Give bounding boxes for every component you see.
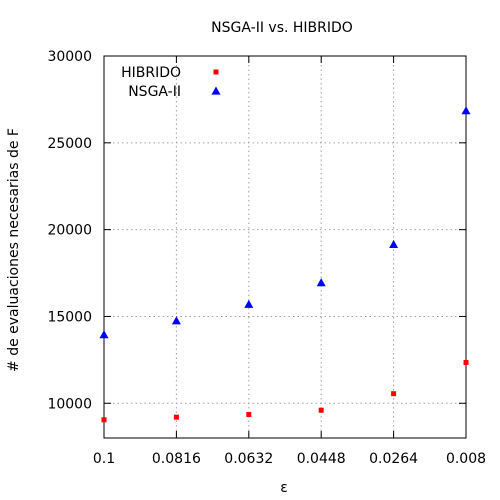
y-tick-label: 25000 — [47, 136, 92, 152]
nsga-ii-point — [244, 299, 254, 308]
point-layer — [99, 106, 471, 423]
hibrido-point — [318, 407, 324, 413]
legend-label-nsga-ii: NSGA-II — [128, 84, 181, 100]
hibrido-point — [173, 414, 179, 420]
x-tick-label: 0.008 — [446, 451, 486, 467]
legend-label-hibrido: HIBRIDO — [121, 65, 181, 81]
x-tick-label: 0.0448 — [297, 451, 346, 467]
chart-title: NSGA-II vs. HIBRIDO — [211, 20, 353, 36]
y-tick-label: 30000 — [47, 49, 92, 65]
y-axis-label: # de evaluaciones necesarias de F — [6, 128, 22, 372]
legend: HIBRIDO NSGA-II — [121, 65, 221, 100]
x-tick-label: 0.0264 — [369, 451, 418, 467]
hibrido-point — [101, 417, 107, 423]
y-tick-label: 15000 — [47, 309, 92, 325]
x-tick-label: 0.0816 — [152, 451, 201, 467]
tick-layer — [103, 55, 467, 438]
nsga-ii-point — [389, 239, 399, 248]
x-tick-label: 0.1 — [93, 451, 115, 467]
grid-layer — [104, 56, 466, 438]
nsga-ii-point — [171, 316, 181, 325]
plot-frame — [103, 55, 467, 439]
nsga-ii-point — [316, 278, 326, 287]
x-tick-label: 0.0632 — [224, 451, 273, 467]
x-axis-label: ε — [280, 480, 288, 496]
legend-marker-nsga-ii — [211, 86, 221, 95]
nsga-ii-point — [99, 330, 109, 339]
y-tick-label: 10000 — [47, 396, 92, 412]
hibrido-point — [246, 412, 252, 418]
legend-marker-hibrido — [213, 69, 219, 75]
y-tick-label: 20000 — [47, 223, 92, 239]
hibrido-point — [463, 359, 469, 365]
tick-label-layer: 0.1 0.0816 0.0632 0.0448 0.0264 0.008 10000 150… — [47, 49, 486, 467]
nsga-ii-point — [461, 106, 471, 115]
hibrido-point — [391, 391, 397, 397]
